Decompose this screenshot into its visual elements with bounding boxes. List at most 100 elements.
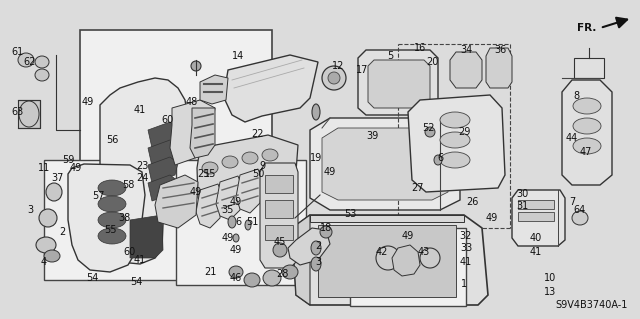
- Polygon shape: [288, 228, 330, 265]
- Text: S9V4B3740A-1: S9V4B3740A-1: [556, 300, 628, 310]
- Text: 49: 49: [70, 163, 82, 173]
- Text: 21: 21: [204, 267, 216, 277]
- Text: FR.: FR.: [577, 23, 596, 33]
- Polygon shape: [148, 157, 178, 183]
- Polygon shape: [197, 135, 298, 208]
- Text: 6: 6: [235, 217, 241, 227]
- Text: 3: 3: [27, 205, 33, 215]
- Text: 23: 23: [136, 161, 148, 171]
- Text: 14: 14: [232, 51, 244, 61]
- Text: 41: 41: [460, 257, 472, 267]
- Polygon shape: [322, 128, 448, 200]
- Polygon shape: [130, 215, 163, 258]
- Ellipse shape: [35, 56, 49, 68]
- Polygon shape: [216, 176, 242, 220]
- Ellipse shape: [440, 112, 470, 128]
- Text: 49: 49: [230, 197, 242, 207]
- Text: 22: 22: [252, 129, 264, 139]
- Ellipse shape: [573, 138, 601, 154]
- Ellipse shape: [245, 220, 251, 230]
- Ellipse shape: [573, 118, 601, 134]
- Text: 28: 28: [276, 269, 288, 279]
- Ellipse shape: [202, 162, 218, 174]
- Ellipse shape: [440, 152, 470, 168]
- Text: 49: 49: [82, 97, 94, 107]
- Polygon shape: [310, 118, 460, 210]
- Ellipse shape: [262, 149, 278, 161]
- Ellipse shape: [39, 209, 57, 227]
- Text: 3: 3: [315, 257, 321, 267]
- Polygon shape: [450, 52, 482, 88]
- Text: 57: 57: [92, 191, 104, 201]
- Text: 25: 25: [198, 169, 211, 179]
- Text: 41: 41: [134, 255, 146, 265]
- Text: 16: 16: [414, 43, 426, 53]
- Text: 44: 44: [566, 133, 578, 143]
- Polygon shape: [196, 184, 222, 228]
- Text: 19: 19: [310, 153, 322, 163]
- Text: 49: 49: [486, 213, 498, 223]
- Text: 40: 40: [530, 233, 542, 243]
- Text: 12: 12: [332, 61, 344, 71]
- Ellipse shape: [244, 273, 260, 287]
- Polygon shape: [68, 164, 145, 272]
- Bar: [265, 175, 293, 193]
- Text: 41: 41: [530, 247, 542, 257]
- Bar: [176, 160, 306, 285]
- Text: 20: 20: [426, 57, 438, 67]
- Polygon shape: [562, 80, 612, 185]
- Text: 27: 27: [412, 183, 424, 193]
- Text: 8: 8: [573, 91, 579, 101]
- Ellipse shape: [19, 101, 39, 127]
- Ellipse shape: [229, 266, 243, 278]
- Polygon shape: [392, 245, 420, 276]
- Ellipse shape: [311, 241, 321, 255]
- Ellipse shape: [44, 250, 60, 262]
- Ellipse shape: [376, 246, 400, 270]
- Ellipse shape: [328, 72, 340, 84]
- Text: 54: 54: [86, 273, 98, 283]
- Ellipse shape: [489, 48, 507, 68]
- Text: 9: 9: [259, 161, 265, 171]
- Text: 46: 46: [230, 273, 242, 283]
- Bar: [518, 200, 554, 209]
- Bar: [518, 212, 554, 221]
- Ellipse shape: [322, 66, 346, 90]
- Text: 54: 54: [130, 277, 142, 287]
- Text: 49: 49: [402, 231, 414, 241]
- Ellipse shape: [263, 270, 281, 286]
- Polygon shape: [260, 163, 298, 268]
- Ellipse shape: [573, 98, 601, 114]
- Polygon shape: [155, 175, 198, 228]
- Polygon shape: [148, 140, 178, 166]
- Text: 60: 60: [124, 247, 136, 257]
- Ellipse shape: [98, 180, 126, 196]
- Bar: [80, 30, 272, 278]
- Text: 58: 58: [122, 180, 134, 190]
- Ellipse shape: [440, 132, 470, 148]
- Text: 39: 39: [366, 131, 378, 141]
- Text: 15: 15: [204, 169, 216, 179]
- Polygon shape: [190, 108, 215, 158]
- Text: 37: 37: [52, 173, 64, 183]
- Text: 42: 42: [376, 247, 388, 257]
- Bar: [18, 100, 40, 128]
- Bar: [350, 228, 466, 306]
- Ellipse shape: [18, 53, 34, 67]
- Text: 6: 6: [437, 153, 443, 163]
- Ellipse shape: [98, 212, 126, 228]
- Text: 49: 49: [190, 187, 202, 197]
- Text: 49: 49: [324, 167, 336, 177]
- Text: 33: 33: [460, 243, 472, 253]
- Text: 26: 26: [466, 197, 478, 207]
- Ellipse shape: [320, 226, 332, 238]
- Text: 53: 53: [344, 209, 356, 219]
- Polygon shape: [200, 75, 228, 104]
- Polygon shape: [486, 48, 512, 88]
- Ellipse shape: [273, 243, 287, 257]
- Text: 31: 31: [516, 201, 528, 211]
- Text: 17: 17: [356, 65, 368, 75]
- Text: 50: 50: [252, 169, 264, 179]
- Text: 7: 7: [569, 197, 575, 207]
- Ellipse shape: [434, 155, 442, 165]
